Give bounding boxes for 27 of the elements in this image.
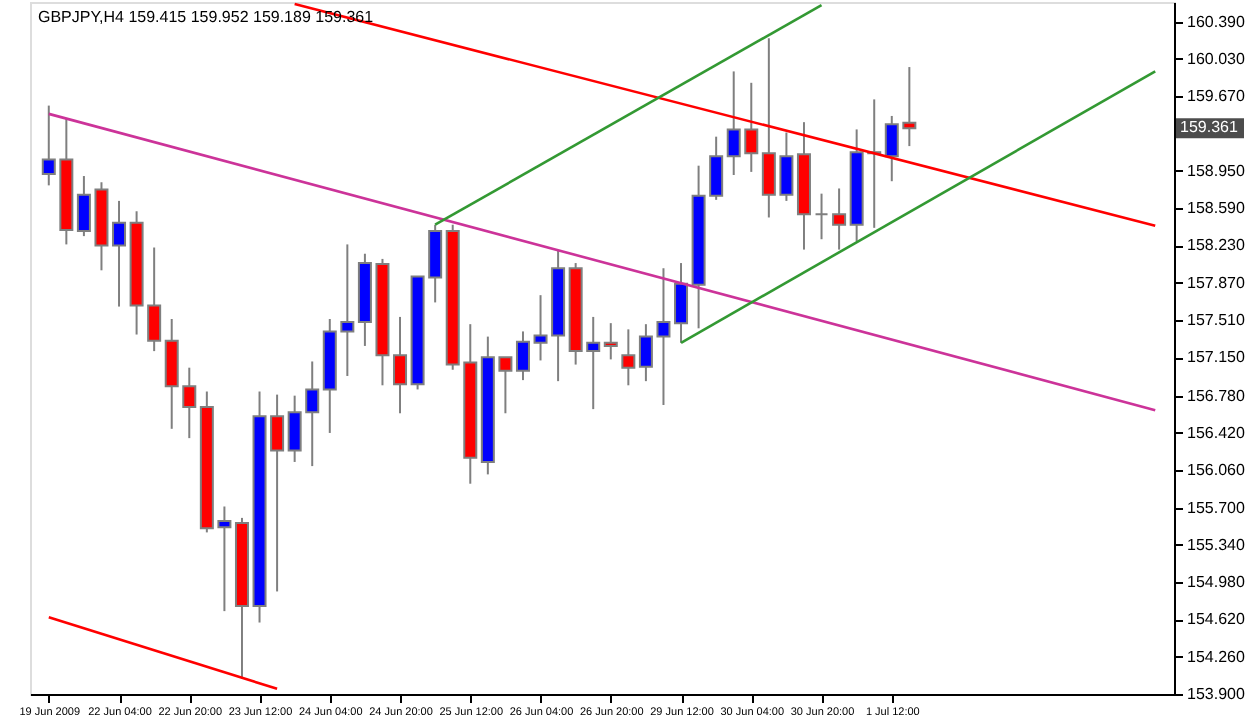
candlestick xyxy=(621,328,636,387)
y-tick-label: 154.620 xyxy=(1187,610,1246,629)
y-tick-label: 155.340 xyxy=(1187,535,1246,554)
y-tick-label: 156.060 xyxy=(1187,461,1246,480)
text: 159.361 xyxy=(1180,118,1239,137)
y-tick-label: 157.510 xyxy=(1187,311,1246,330)
candlestick xyxy=(112,199,127,308)
y-tick-label: 153.900 xyxy=(1187,685,1246,703)
candlestick xyxy=(814,192,829,241)
y-tick-label: 157.150 xyxy=(1187,348,1246,367)
y-tick-label: 155.700 xyxy=(1187,498,1246,517)
candlestick xyxy=(832,187,847,251)
y-tick-label: 154.980 xyxy=(1187,573,1246,592)
y-tick-label: 156.420 xyxy=(1187,423,1246,442)
y-tick-label: 157.870 xyxy=(1187,273,1246,292)
candlestick xyxy=(515,330,530,382)
y-tick-label: 159.670 xyxy=(1187,87,1246,106)
y-tick-label: 160.030 xyxy=(1187,49,1246,68)
candlestick xyxy=(603,322,618,361)
y-tick-label: 160.390 xyxy=(1187,12,1246,31)
y-tick-label: 158.230 xyxy=(1187,236,1246,255)
y-tick-label: 158.590 xyxy=(1187,199,1246,218)
y-tick-label: 158.950 xyxy=(1187,161,1246,180)
y-tick-label: 156.780 xyxy=(1187,386,1246,405)
y-tick-label: 154.260 xyxy=(1187,647,1246,666)
candlestick xyxy=(674,262,689,344)
candlestick xyxy=(393,315,408,415)
